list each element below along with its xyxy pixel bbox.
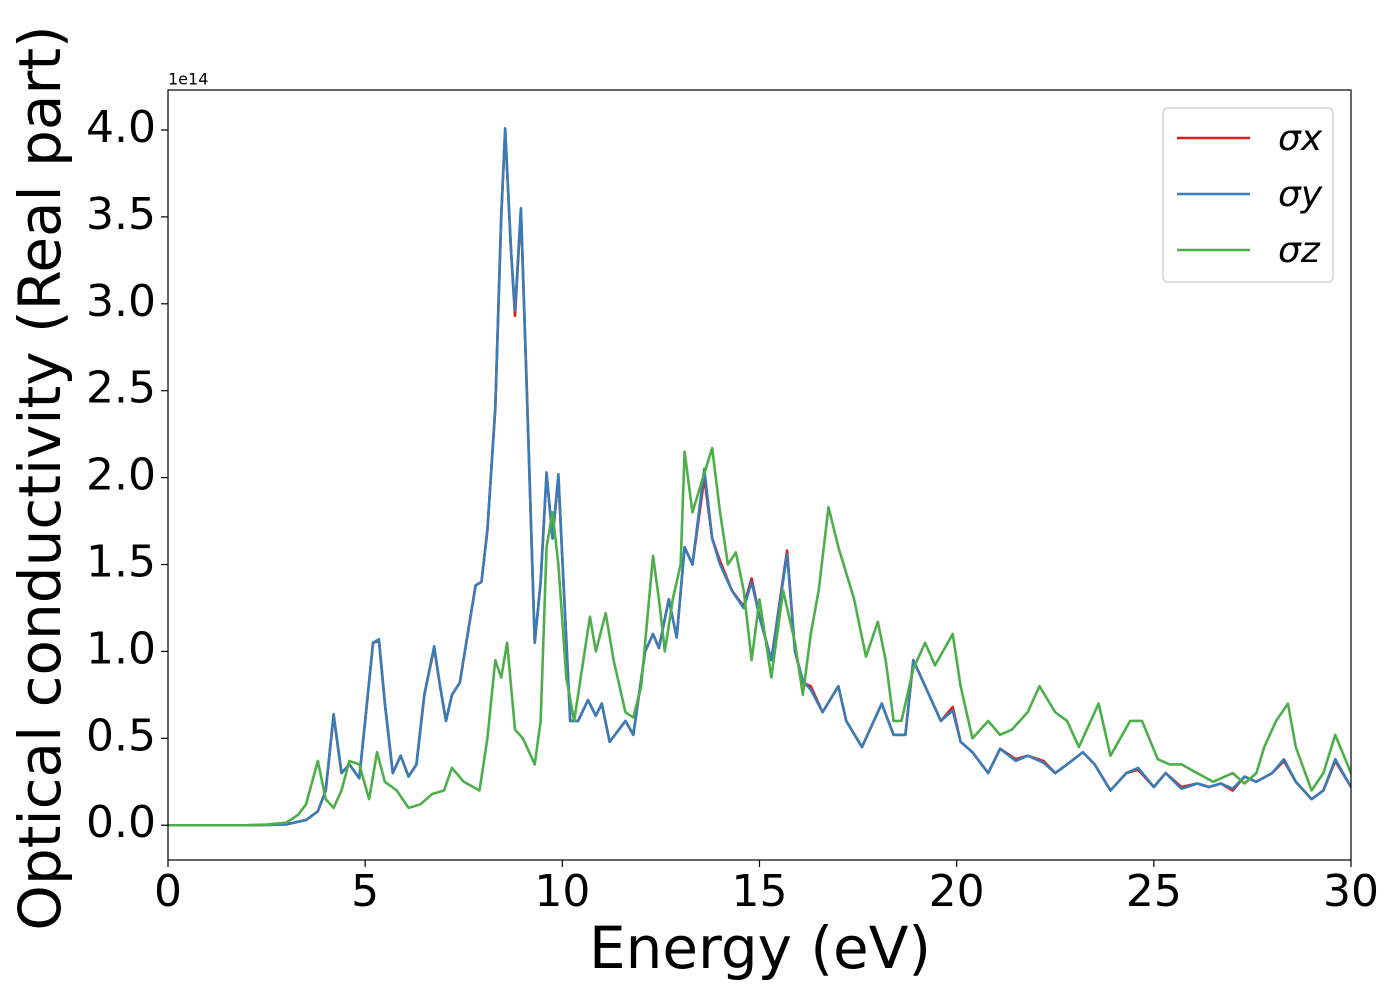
x-tick-label: 5 xyxy=(351,866,379,917)
x-axis-label: Energy (eV) xyxy=(589,914,931,982)
legend-label: σy xyxy=(1278,174,1323,215)
plot-lines xyxy=(168,126,1351,827)
y-tick-label: 0.0 xyxy=(86,797,156,848)
y-tick-label: 4.0 xyxy=(86,102,156,153)
y-tick-label: 3.5 xyxy=(86,189,156,240)
x-tick-label: 15 xyxy=(732,866,788,917)
legend-label: σx xyxy=(1278,118,1323,159)
series-line xyxy=(168,126,1351,827)
y-axis-label: Optical conductivity (Real part) xyxy=(6,25,74,930)
x-tick-label: 10 xyxy=(534,866,590,917)
y-tick-label: 3.0 xyxy=(86,276,156,327)
x-tick-label: 30 xyxy=(1323,866,1379,917)
y-tick-label: 1.0 xyxy=(86,623,156,674)
series-line xyxy=(168,446,1351,827)
x-tick-label: 25 xyxy=(1126,866,1182,917)
y-tick-label: 0.5 xyxy=(86,710,156,761)
y-tick-label: 1.5 xyxy=(86,537,156,588)
legend-label: σz xyxy=(1278,230,1321,271)
x-tick-label: 20 xyxy=(929,866,985,917)
y-tick-label: 2.5 xyxy=(86,363,156,414)
y-offset-label: 1e14 xyxy=(168,70,208,89)
y-tick-label: 2.0 xyxy=(86,450,156,501)
x-tick-label: 0 xyxy=(154,866,182,917)
